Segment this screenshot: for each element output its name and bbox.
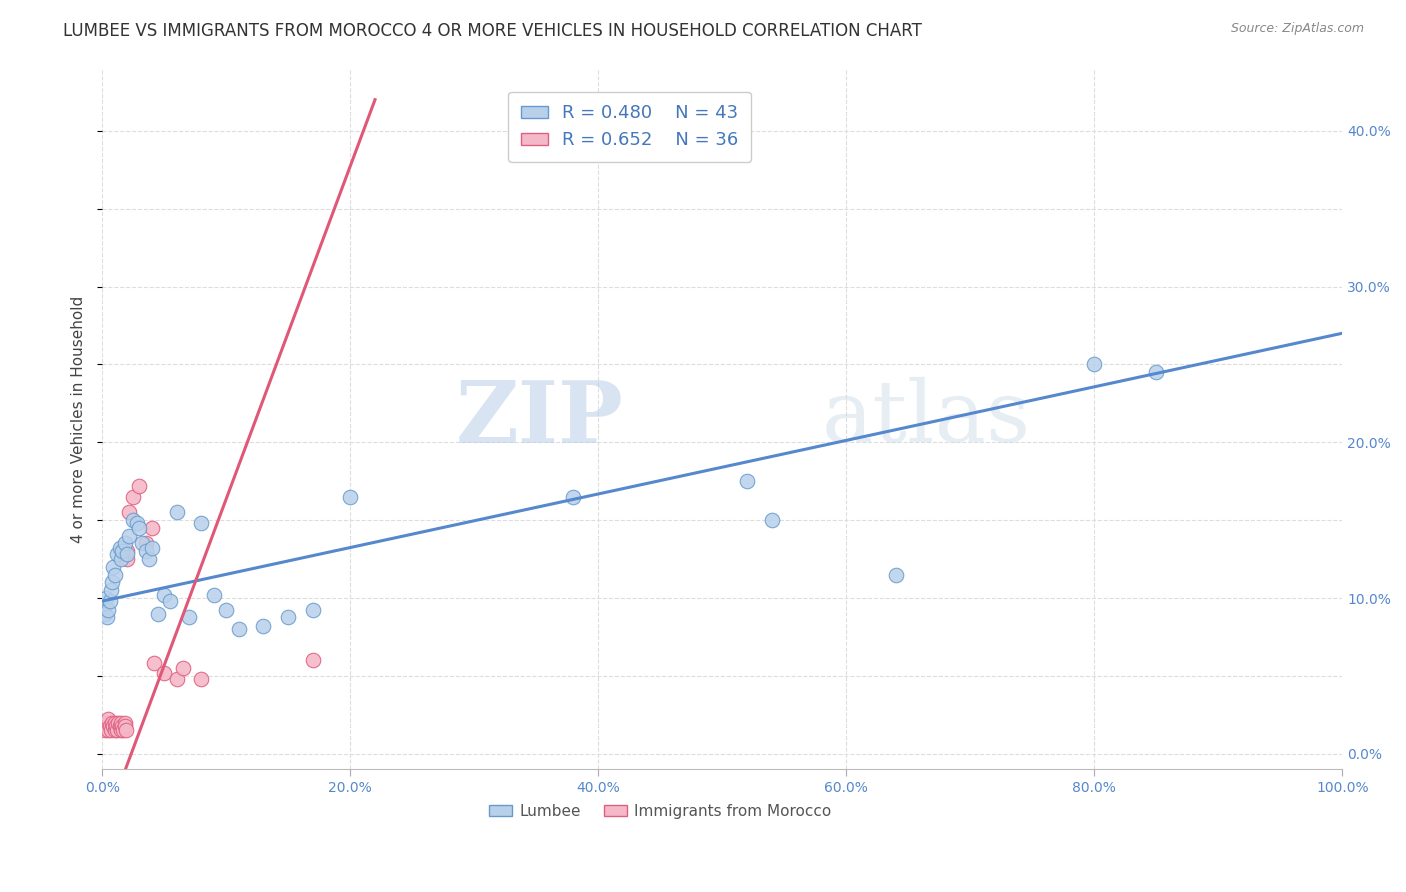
Point xyxy=(114,715,136,730)
Point xyxy=(190,672,212,686)
Point xyxy=(166,505,188,519)
Text: LUMBEE VS IMMIGRANTS FROM MOROCCO 4 OR MORE VEHICLES IN HOUSEHOLD CORRELATION CH: LUMBEE VS IMMIGRANTS FROM MOROCCO 4 OR M… xyxy=(63,22,922,40)
Point xyxy=(103,719,125,733)
Point xyxy=(100,723,122,738)
Text: ZIP: ZIP xyxy=(456,377,623,461)
Point xyxy=(131,536,153,550)
Point xyxy=(98,594,121,608)
Point xyxy=(122,513,145,527)
Point xyxy=(114,723,136,738)
Point xyxy=(104,719,127,733)
Point xyxy=(884,567,907,582)
Point xyxy=(96,609,118,624)
Point xyxy=(104,723,127,738)
Point xyxy=(562,490,585,504)
Point xyxy=(100,583,122,598)
Point xyxy=(735,474,758,488)
Point xyxy=(141,521,163,535)
Point xyxy=(1144,365,1167,379)
Point xyxy=(118,505,141,519)
Point xyxy=(143,657,166,671)
Point xyxy=(110,715,132,730)
Point xyxy=(114,719,136,733)
Point xyxy=(103,559,125,574)
Point xyxy=(177,609,200,624)
Point xyxy=(107,715,129,730)
Point xyxy=(302,653,325,667)
Point xyxy=(108,719,131,733)
Point xyxy=(97,603,120,617)
Text: Source: ZipAtlas.com: Source: ZipAtlas.com xyxy=(1230,22,1364,36)
Point xyxy=(97,713,120,727)
Point xyxy=(97,723,120,738)
Point xyxy=(93,599,115,613)
Point xyxy=(96,719,118,733)
Point xyxy=(202,588,225,602)
Point xyxy=(166,672,188,686)
Point xyxy=(94,591,117,605)
Point xyxy=(215,603,238,617)
Point xyxy=(128,521,150,535)
Point xyxy=(115,552,138,566)
Point xyxy=(761,513,783,527)
Point xyxy=(118,529,141,543)
Point xyxy=(101,715,124,730)
Point xyxy=(153,665,176,680)
Point xyxy=(93,723,115,738)
Y-axis label: 4 or more Vehicles in Household: 4 or more Vehicles in Household xyxy=(72,295,86,542)
Point xyxy=(141,541,163,556)
Point xyxy=(105,723,128,738)
Point xyxy=(101,575,124,590)
Point xyxy=(98,719,121,733)
Point xyxy=(128,479,150,493)
Point xyxy=(252,619,274,633)
Point xyxy=(112,723,135,738)
Point xyxy=(228,622,250,636)
Point xyxy=(138,552,160,566)
Point xyxy=(190,516,212,531)
Point xyxy=(115,544,138,558)
Point xyxy=(122,490,145,504)
Point xyxy=(115,548,138,562)
Point xyxy=(339,490,361,504)
Point xyxy=(93,607,115,621)
Point xyxy=(1083,358,1105,372)
Point xyxy=(159,594,181,608)
Point xyxy=(111,719,134,733)
Point xyxy=(94,715,117,730)
Point xyxy=(302,603,325,617)
Point xyxy=(114,536,136,550)
Point xyxy=(135,536,157,550)
Point xyxy=(111,544,134,558)
Point xyxy=(104,715,127,730)
Point xyxy=(277,609,299,624)
Point xyxy=(135,544,157,558)
Point xyxy=(125,516,148,531)
Point xyxy=(110,723,132,738)
Point xyxy=(146,607,169,621)
Point xyxy=(172,661,194,675)
Point xyxy=(153,588,176,602)
Point xyxy=(105,548,128,562)
Point xyxy=(110,552,132,566)
Point xyxy=(93,719,115,733)
Text: atlas: atlas xyxy=(821,377,1031,460)
Point xyxy=(108,541,131,556)
Point xyxy=(104,567,127,582)
Legend: Lumbee, Immigrants from Morocco: Lumbee, Immigrants from Morocco xyxy=(482,797,838,825)
